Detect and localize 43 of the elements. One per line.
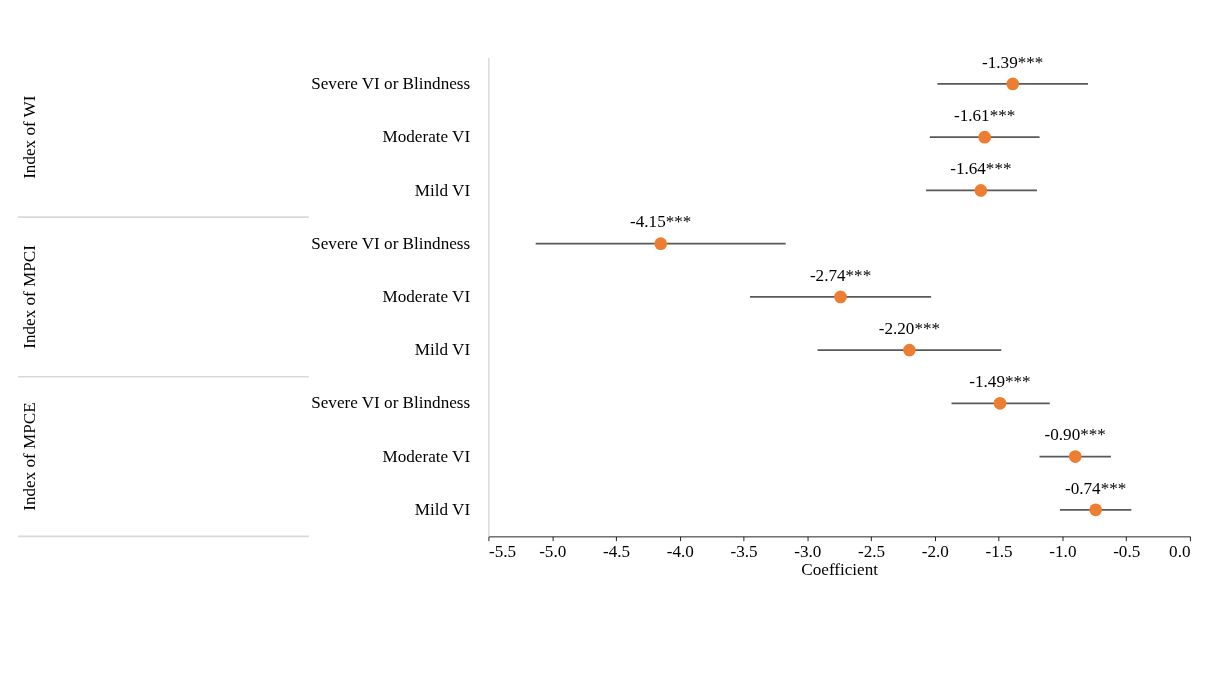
- x-axis-title: Coefficient: [801, 560, 879, 580]
- data-label: -1.61***: [954, 105, 1016, 125]
- y-tick-label: Mild VI: [414, 180, 471, 200]
- data-label: -2.20***: [878, 318, 941, 338]
- x-tick-label: -1.0: [1049, 541, 1077, 561]
- data-label: -2.74***: [809, 265, 872, 285]
- x-tick-label: -2.0: [921, 541, 949, 561]
- text: Index of MPCI: [20, 244, 40, 349]
- x-tick-label: -5.0: [539, 541, 567, 561]
- point: [654, 237, 668, 250]
- data-label: -4.15***: [630, 212, 692, 232]
- point: [993, 397, 1007, 410]
- x-tick-label: -3.5: [730, 541, 758, 561]
- y-tick-label: Mild VI: [414, 499, 471, 519]
- text: Index of WI: [20, 95, 40, 179]
- y-tick-label: Mild VI: [414, 340, 471, 360]
- point: [1068, 450, 1082, 463]
- x-tick-label: -4.0: [666, 541, 694, 561]
- x-tick-label: 0.0: [1169, 541, 1191, 561]
- point: [903, 343, 916, 357]
- point: [1006, 77, 1020, 91]
- y-tick-label: Moderate VI: [382, 127, 471, 147]
- y-tick-label: Severe VI or Blindness: [311, 233, 471, 253]
- data-label: -1.49***: [969, 372, 1031, 392]
- point: [974, 184, 988, 197]
- y-tick-label: Severe VI or Blindness: [311, 393, 471, 413]
- point: [978, 130, 992, 144]
- x-tick-label: -2.5: [858, 541, 886, 561]
- x-tick-label: -0.5: [1113, 541, 1141, 561]
- x-tick-label: -4.5: [602, 541, 631, 561]
- text: Index of MPCE: [20, 402, 40, 511]
- point: [1089, 503, 1102, 517]
- data-label: -1.64***: [950, 159, 1012, 179]
- data-label: -1.39***: [982, 52, 1044, 72]
- data-label: -0.90***: [1044, 425, 1106, 445]
- y-tick-label: Moderate VI: [382, 446, 471, 466]
- x-tick-label: -5.5: [488, 541, 517, 561]
- x-tick-label: -3.0: [794, 541, 822, 561]
- x-tick-label: -1.5: [985, 541, 1013, 561]
- data-label: -0.74***: [1064, 478, 1127, 498]
- point: [834, 290, 847, 304]
- y-tick-label: Severe VI or Blindness: [311, 74, 471, 94]
- y-tick-label: Moderate VI: [382, 287, 471, 307]
